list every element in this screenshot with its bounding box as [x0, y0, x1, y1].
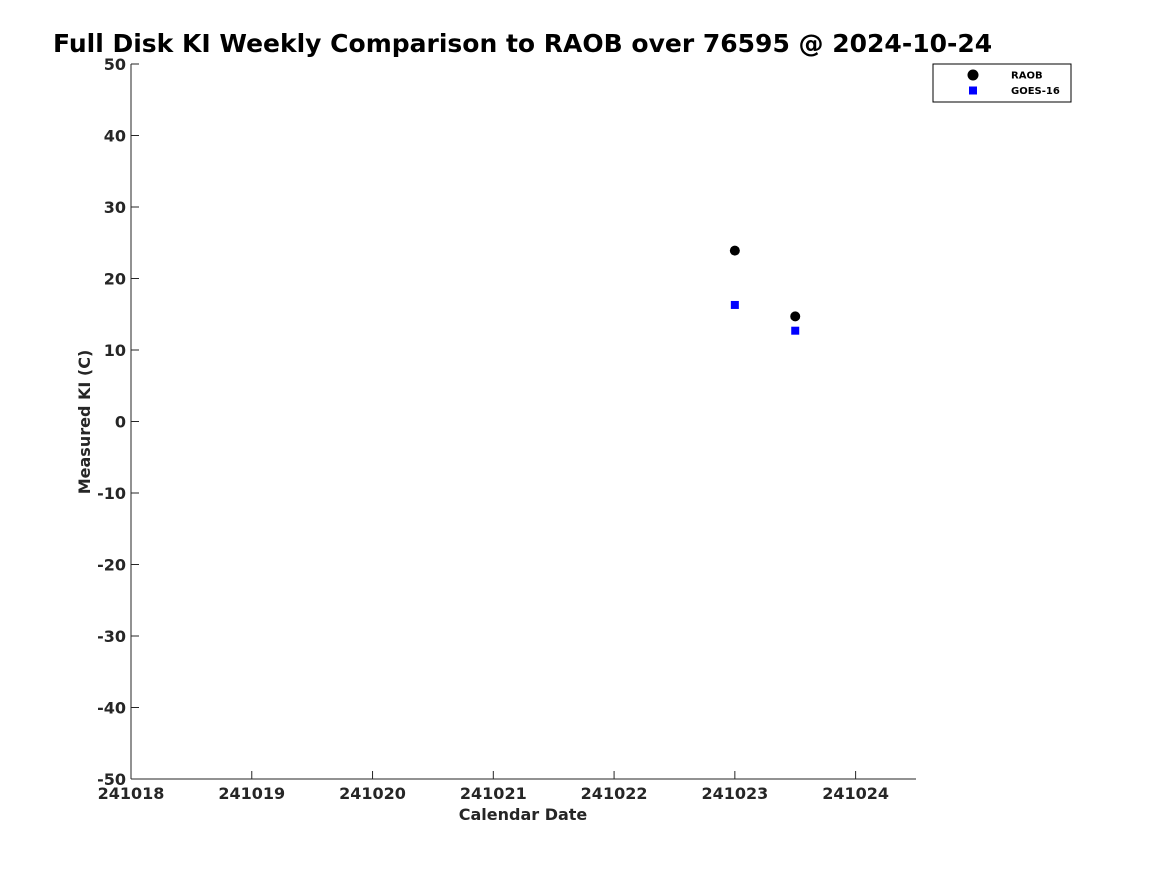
legend-marker-raob	[967, 69, 979, 81]
y-tick-label: -50	[97, 770, 126, 789]
x-tick-label: 241022	[581, 784, 648, 803]
y-tick-label: -30	[97, 627, 126, 646]
y-tick-label: 0	[115, 413, 126, 432]
legend-marker-goes16	[969, 86, 977, 95]
legend: RAOB GOES-16	[932, 63, 1072, 103]
goes16-point	[730, 300, 739, 309]
legend-label: GOES-16	[1011, 86, 1060, 97]
x-axis-ticks: 241018 241019 241020 241021 241022 241023 2410…	[98, 771, 889, 803]
y-axis-ticks: -50 -40 -30 -20 -10 0 10 20 30 40 50	[97, 55, 139, 789]
legend-label: RAOB	[1011, 71, 1043, 82]
raob-point	[729, 245, 740, 256]
x-tick-label: 241020	[339, 784, 406, 803]
x-tick-label: 241018	[98, 784, 165, 803]
y-axis-label: Measured KI (C)	[75, 350, 94, 495]
y-tick-label: -20	[97, 556, 126, 575]
y-tick-label: 10	[104, 341, 126, 360]
goes16-point	[791, 326, 800, 335]
x-tick-label: 241024	[822, 784, 889, 803]
legend-entries: RAOB GOES-16	[967, 69, 1060, 97]
y-tick-label: -40	[97, 699, 126, 718]
legend-box	[932, 63, 1072, 103]
x-tick-label: 241021	[460, 784, 527, 803]
y-tick-label: 30	[104, 198, 126, 217]
x-tick-label: 241019	[218, 784, 285, 803]
y-tick-label: 20	[104, 270, 126, 289]
y-tick-label: 40	[104, 127, 126, 146]
x-axis-label: Calendar Date	[459, 805, 588, 824]
x-tick-label: 241023	[701, 784, 768, 803]
data-markers	[729, 245, 801, 335]
y-tick-label: -10	[97, 484, 126, 503]
chart-title: Full Disk KI Weekly Comparison to RAOB o…	[53, 29, 992, 58]
raob-point	[790, 311, 801, 322]
y-tick-label: 50	[104, 55, 126, 74]
